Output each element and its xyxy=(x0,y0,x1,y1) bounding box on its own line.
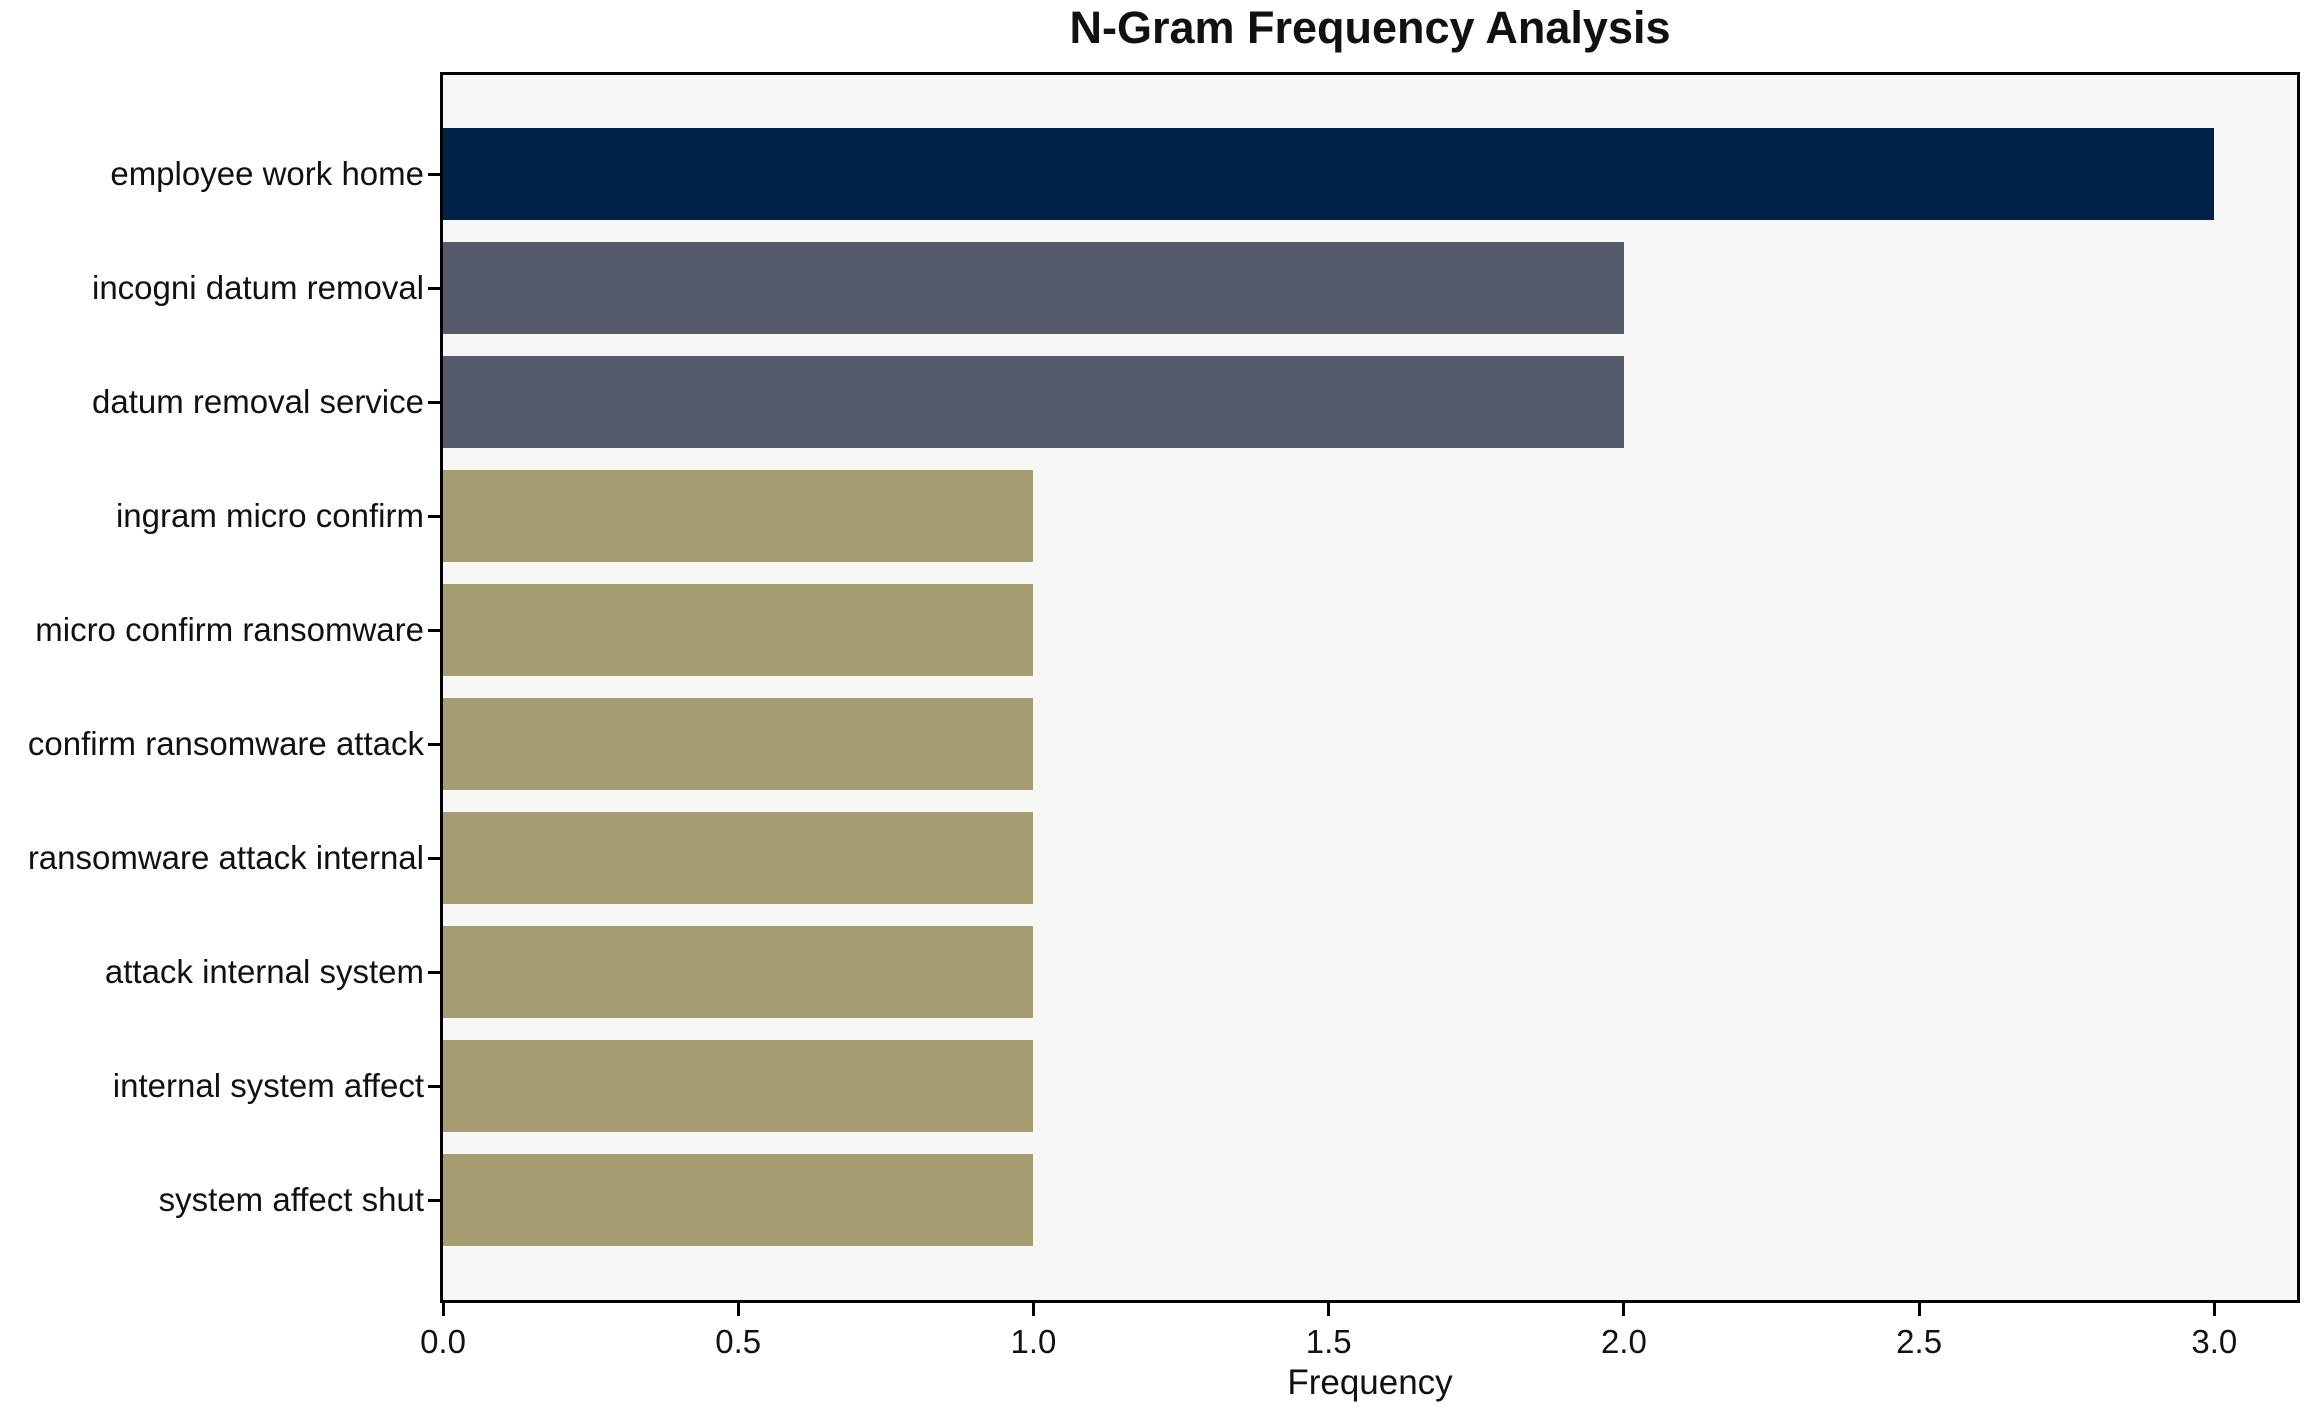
x-tick-mark xyxy=(736,1303,740,1316)
y-tick-label: micro confirm ransomware xyxy=(35,611,424,648)
x-tick-label: 0.0 xyxy=(420,1323,466,1360)
y-tick-label: attack internal system xyxy=(104,953,424,990)
y-tick-mark xyxy=(428,1198,440,1202)
x-tick-mark xyxy=(1917,1303,1921,1316)
y-tick-label: internal system affect xyxy=(112,1067,424,1104)
x-axis-title: Frequency xyxy=(1287,1363,1453,1402)
x-tick-mark xyxy=(1327,1303,1331,1316)
y-tick-mark xyxy=(428,970,440,974)
bar xyxy=(443,812,1034,904)
x-tick-mark xyxy=(441,1303,445,1316)
y-tick-mark xyxy=(428,628,440,632)
bar xyxy=(443,128,2215,220)
y-tick-mark xyxy=(428,742,440,746)
chart-title: N-Gram Frequency Analysis xyxy=(1069,2,1671,53)
y-tick-mark xyxy=(428,514,440,518)
x-tick-label: 1.0 xyxy=(1010,1323,1057,1360)
x-tick-label: 1.5 xyxy=(1305,1323,1352,1360)
x-tick-mark xyxy=(2212,1303,2216,1316)
bar xyxy=(443,698,1034,790)
y-tick-label: employee work home xyxy=(110,155,424,192)
bar xyxy=(443,242,1624,334)
y-tick-mark xyxy=(428,172,440,176)
plot-area xyxy=(440,72,2300,1303)
y-tick-mark xyxy=(428,856,440,860)
x-tick-mark xyxy=(1031,1303,1035,1316)
y-tick-label: confirm ransomware attack xyxy=(27,725,424,762)
x-tick-label: 2.0 xyxy=(1600,1323,1647,1360)
bar xyxy=(443,356,1624,448)
y-tick-mark xyxy=(428,1084,440,1088)
y-tick-label: ingram micro confirm xyxy=(115,497,424,534)
bar xyxy=(443,1154,1034,1246)
bar xyxy=(443,470,1034,562)
y-tick-mark xyxy=(428,286,440,290)
y-tick-label: incogni datum removal xyxy=(92,269,424,306)
bar xyxy=(443,1040,1034,1132)
y-tick-mark xyxy=(428,400,440,404)
y-tick-label: system affect shut xyxy=(158,1181,424,1218)
x-tick-label: 2.5 xyxy=(1896,1323,1943,1360)
bar xyxy=(443,584,1034,676)
y-tick-label: datum removal service xyxy=(92,383,424,420)
bar xyxy=(443,926,1034,1018)
x-tick-mark xyxy=(1622,1303,1626,1316)
y-tick-label: ransomware attack internal xyxy=(27,839,424,876)
x-tick-label: 0.5 xyxy=(715,1323,762,1360)
x-tick-label: 3.0 xyxy=(2191,1323,2238,1360)
